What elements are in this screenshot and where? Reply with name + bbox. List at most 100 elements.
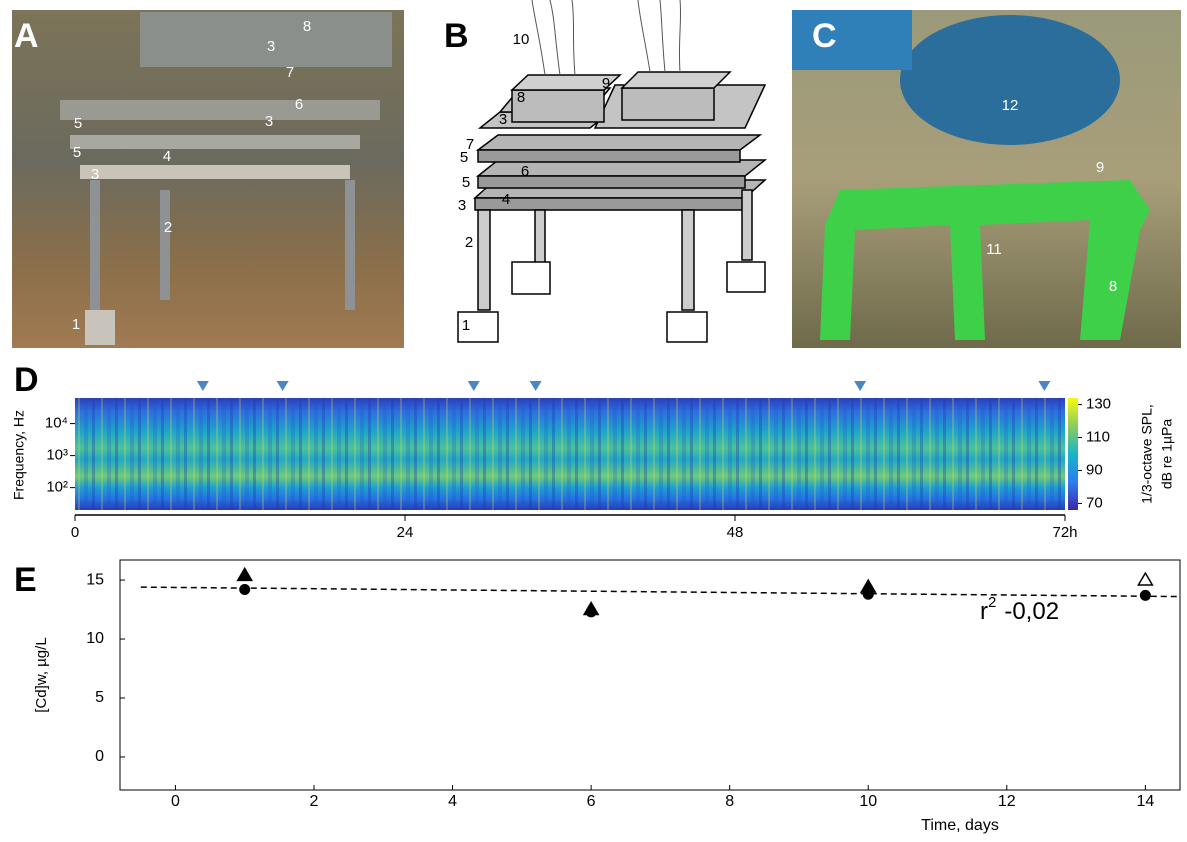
y-tick-label: 10 bbox=[86, 630, 104, 647]
foot bbox=[457, 311, 499, 343]
leg bbox=[90, 180, 100, 320]
x-tick-label: 12 bbox=[998, 793, 1016, 810]
annotation: r2 -0,02 bbox=[980, 594, 1059, 625]
panel-e: E 0 2 4 6 8 10 12 14 0 5 10 15 Time, days [Cd]w, µg/L r… bbox=[14, 559, 1181, 834]
panel-c: C bbox=[792, 10, 1181, 348]
y-axis-label: Frequency, Hz bbox=[11, 410, 27, 500]
callout-label: 4 bbox=[502, 191, 510, 208]
leg bbox=[681, 209, 695, 311]
colorbar-tick-label: 90 bbox=[1086, 461, 1103, 478]
callout-label: 3 bbox=[265, 113, 273, 130]
x-tick-label: 10 bbox=[859, 793, 877, 810]
callout-label: 4 bbox=[163, 148, 171, 165]
x-axis-label: Time, days bbox=[921, 817, 999, 834]
x-tick-label: 4 bbox=[448, 793, 457, 810]
bucket bbox=[900, 15, 1120, 145]
callout-label: 8 bbox=[1109, 278, 1117, 295]
x-tick-label: 0 bbox=[71, 524, 79, 541]
callout-label: 8 bbox=[517, 89, 525, 106]
callout-label: 12 bbox=[1002, 97, 1019, 114]
box bbox=[510, 74, 622, 91]
leg bbox=[534, 209, 546, 266]
block bbox=[85, 310, 115, 345]
callout-label: 3 bbox=[458, 197, 466, 214]
panel-letter: B bbox=[444, 17, 469, 55]
event-marker bbox=[854, 381, 867, 391]
bucket-handle bbox=[792, 10, 912, 70]
panel-b: B bbox=[444, 0, 768, 343]
data-point bbox=[859, 578, 877, 593]
x-tick-label: 72h bbox=[1052, 524, 1077, 541]
event-marker bbox=[467, 381, 480, 391]
callout-label: 5 bbox=[462, 174, 470, 191]
spectrogram-texture bbox=[75, 398, 1065, 510]
plate bbox=[475, 134, 763, 151]
callout-label: 9 bbox=[602, 75, 610, 92]
callout-label: 10 bbox=[513, 31, 530, 48]
plate bbox=[474, 197, 746, 211]
callout-label: 1 bbox=[462, 317, 470, 334]
panel-letter: C bbox=[812, 17, 837, 55]
foot bbox=[726, 261, 766, 293]
callout-label: 2 bbox=[465, 234, 473, 251]
colorbar-tick-label: 110 bbox=[1086, 428, 1110, 445]
data-point bbox=[582, 601, 600, 616]
x-tick-label: 14 bbox=[1136, 793, 1154, 810]
x-tick-label: 48 bbox=[727, 524, 744, 541]
leg bbox=[160, 190, 170, 300]
plate bbox=[477, 149, 741, 163]
callout-label: 7 bbox=[466, 136, 474, 153]
box bbox=[511, 89, 605, 123]
plate bbox=[477, 175, 746, 189]
leg bbox=[477, 209, 491, 311]
y-axis-label: [Cd]w, µg/L bbox=[33, 637, 50, 712]
colorbar-label: 1/3-octave SPL, bbox=[1139, 404, 1155, 504]
y-tick-label: 10² bbox=[46, 479, 68, 496]
data-point bbox=[1137, 571, 1154, 586]
data-point bbox=[239, 583, 251, 595]
data-point bbox=[1139, 589, 1151, 601]
callout-label: 7 bbox=[286, 64, 294, 81]
colorbar-tick-label: 130 bbox=[1086, 396, 1111, 413]
callout-label: 6 bbox=[295, 96, 303, 113]
x-tick-label: 8 bbox=[725, 793, 734, 810]
callout-label: 3 bbox=[499, 111, 507, 128]
box bbox=[620, 71, 732, 89]
callout-label: 8 bbox=[303, 18, 311, 35]
annotation-part: 2 bbox=[988, 594, 996, 611]
cables bbox=[531, 0, 682, 76]
slab bbox=[80, 165, 350, 179]
callout-label: 1 bbox=[72, 316, 80, 333]
foot bbox=[511, 261, 551, 295]
x-tick-label: 6 bbox=[587, 793, 596, 810]
trend-line bbox=[140, 586, 1181, 598]
x-tick-label: 2 bbox=[310, 793, 319, 810]
callout-label: 9 bbox=[1096, 159, 1104, 176]
annotation-part: r bbox=[980, 598, 988, 625]
foot bbox=[666, 311, 708, 343]
callout-label: 5 bbox=[74, 115, 82, 132]
panel-a: A bbox=[12, 10, 404, 348]
colorbar-label: dB re 1µPa bbox=[1159, 419, 1175, 490]
panel-letter: E bbox=[14, 561, 37, 599]
y-tick-label: 10⁴ bbox=[45, 415, 68, 432]
callout-label: 3 bbox=[91, 166, 99, 183]
panel-letter: A bbox=[14, 17, 39, 55]
panel-d: D 0 24 48 72h 10⁴ 10³ 10² Frequency, Hz 70 90 110 13… bbox=[11, 361, 1175, 541]
colorbar-tick-label: 70 bbox=[1086, 494, 1103, 511]
callout-label: 5 bbox=[73, 144, 81, 161]
y-tick-label: 0 bbox=[95, 748, 104, 765]
panel-letter: D bbox=[14, 361, 39, 399]
box bbox=[621, 87, 715, 121]
colorbar bbox=[1068, 398, 1078, 510]
y-tick-label: 15 bbox=[86, 571, 104, 588]
plot-frame bbox=[119, 559, 1181, 791]
callout-label: 3 bbox=[267, 38, 275, 55]
data-point bbox=[236, 566, 254, 582]
y-tick-label: 10³ bbox=[46, 447, 68, 464]
x-tick-label: 24 bbox=[397, 524, 414, 541]
callout-label: 2 bbox=[164, 219, 172, 236]
slab bbox=[60, 100, 380, 120]
